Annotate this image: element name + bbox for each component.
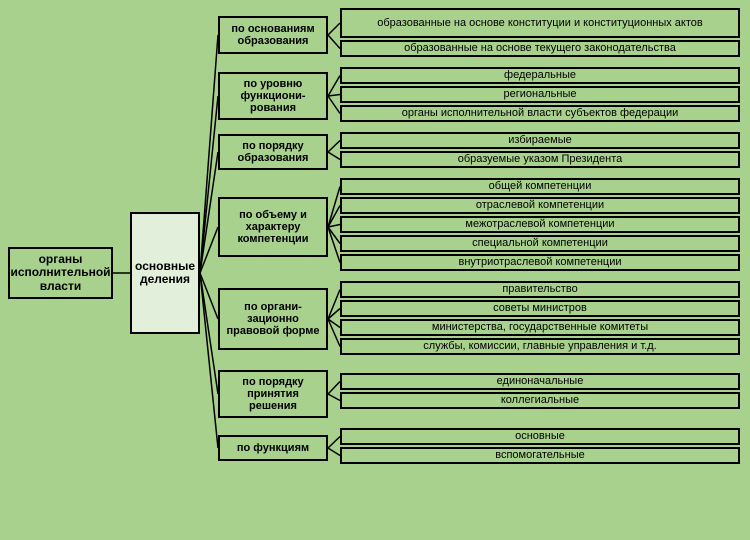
leaf-node-1-0-label: федеральные — [504, 69, 576, 81]
leaf-node-1-2-label: органы исполнительной власти субъектов ф… — [402, 107, 679, 119]
leaf-node-5-0-label: единоначальные — [497, 375, 584, 387]
category-node-4-label: по органи-зационно правовой форме — [224, 301, 322, 337]
main-node-label: основные деления — [135, 260, 195, 286]
leaf-node-0-1-label: образованные на основе текущего законода… — [404, 42, 676, 54]
leaf-node-3-1: отраслевой компетенции — [340, 197, 740, 214]
category-node-2-label: по порядку образования — [224, 140, 322, 164]
leaf-node-6-1: вспомогательные — [340, 447, 740, 464]
leaf-node-6-0-label: основные — [515, 430, 565, 442]
main-node: основные деления — [130, 212, 200, 334]
leaf-node-3-4-label: внутриотраслевой компетенции — [459, 256, 622, 268]
category-node-2: по порядку образования — [218, 134, 328, 170]
category-node-1: по уровню функциони-рования — [218, 72, 328, 120]
leaf-node-4-2: министерства, государственные комитеты — [340, 319, 740, 336]
leaf-node-2-1: образуемые указом Президента — [340, 151, 740, 168]
leaf-node-0-0: образованные на основе конституции и кон… — [340, 8, 740, 38]
leaf-node-1-2: органы исполнительной власти субъектов ф… — [340, 105, 740, 122]
category-node-3-label: по объему и характеру компетенции — [224, 209, 322, 245]
leaf-node-2-1-label: образуемые указом Президента — [458, 153, 623, 165]
leaf-node-3-3-label: специальной компетенции — [472, 237, 608, 249]
leaf-node-2-0-label: избираемые — [508, 134, 571, 146]
leaf-node-4-1-label: советы министров — [493, 302, 587, 314]
category-node-3: по объему и характеру компетенции — [218, 197, 328, 257]
leaf-node-4-0-label: правительство — [502, 283, 577, 295]
leaf-node-3-2-label: межотраслевой компетенции — [465, 218, 614, 230]
leaf-node-5-0: единоначальные — [340, 373, 740, 390]
leaf-node-3-0: общей компетенции — [340, 178, 740, 195]
leaf-node-3-2: межотраслевой компетенции — [340, 216, 740, 233]
leaf-node-3-3: специальной компетенции — [340, 235, 740, 252]
category-node-4: по органи-зационно правовой форме — [218, 288, 328, 350]
leaf-node-3-1-label: отраслевой компетенции — [476, 199, 604, 211]
leaf-node-0-0-label: образованные на основе конституции и кон… — [377, 17, 702, 29]
category-node-5-label: по порядку принятия решения — [224, 376, 322, 412]
leaf-node-6-0: основные — [340, 428, 740, 445]
root-node: органы исполнительной власти — [8, 247, 113, 299]
category-node-6-label: по функциям — [237, 442, 309, 454]
leaf-node-0-1: образованные на основе текущего законода… — [340, 40, 740, 57]
leaf-node-1-1: региональные — [340, 86, 740, 103]
leaf-node-4-0: правительство — [340, 281, 740, 298]
leaf-node-4-3-label: службы, комиссии, главные управления и т… — [423, 340, 656, 352]
leaf-node-6-1-label: вспомогательные — [495, 449, 585, 461]
category-node-0-label: по основаниям образования — [224, 23, 322, 47]
leaf-node-5-1: коллегиальные — [340, 392, 740, 409]
category-node-0: по основаниям образования — [218, 16, 328, 54]
category-node-1-label: по уровню функциони-рования — [224, 78, 322, 114]
leaf-node-1-0: федеральные — [340, 67, 740, 84]
category-node-6: по функциям — [218, 435, 328, 461]
leaf-node-4-1: советы министров — [340, 300, 740, 317]
leaf-node-4-2-label: министерства, государственные комитеты — [432, 321, 648, 333]
root-node-label: органы исполнительной власти — [10, 253, 110, 293]
leaf-node-2-0: избираемые — [340, 132, 740, 149]
leaf-node-5-1-label: коллегиальные — [501, 394, 579, 406]
leaf-node-3-4: внутриотраслевой компетенции — [340, 254, 740, 271]
leaf-node-3-0-label: общей компетенции — [489, 180, 592, 192]
category-node-5: по порядку принятия решения — [218, 370, 328, 418]
leaf-node-4-3: службы, комиссии, главные управления и т… — [340, 338, 740, 355]
leaf-node-1-1-label: региональные — [504, 88, 577, 100]
